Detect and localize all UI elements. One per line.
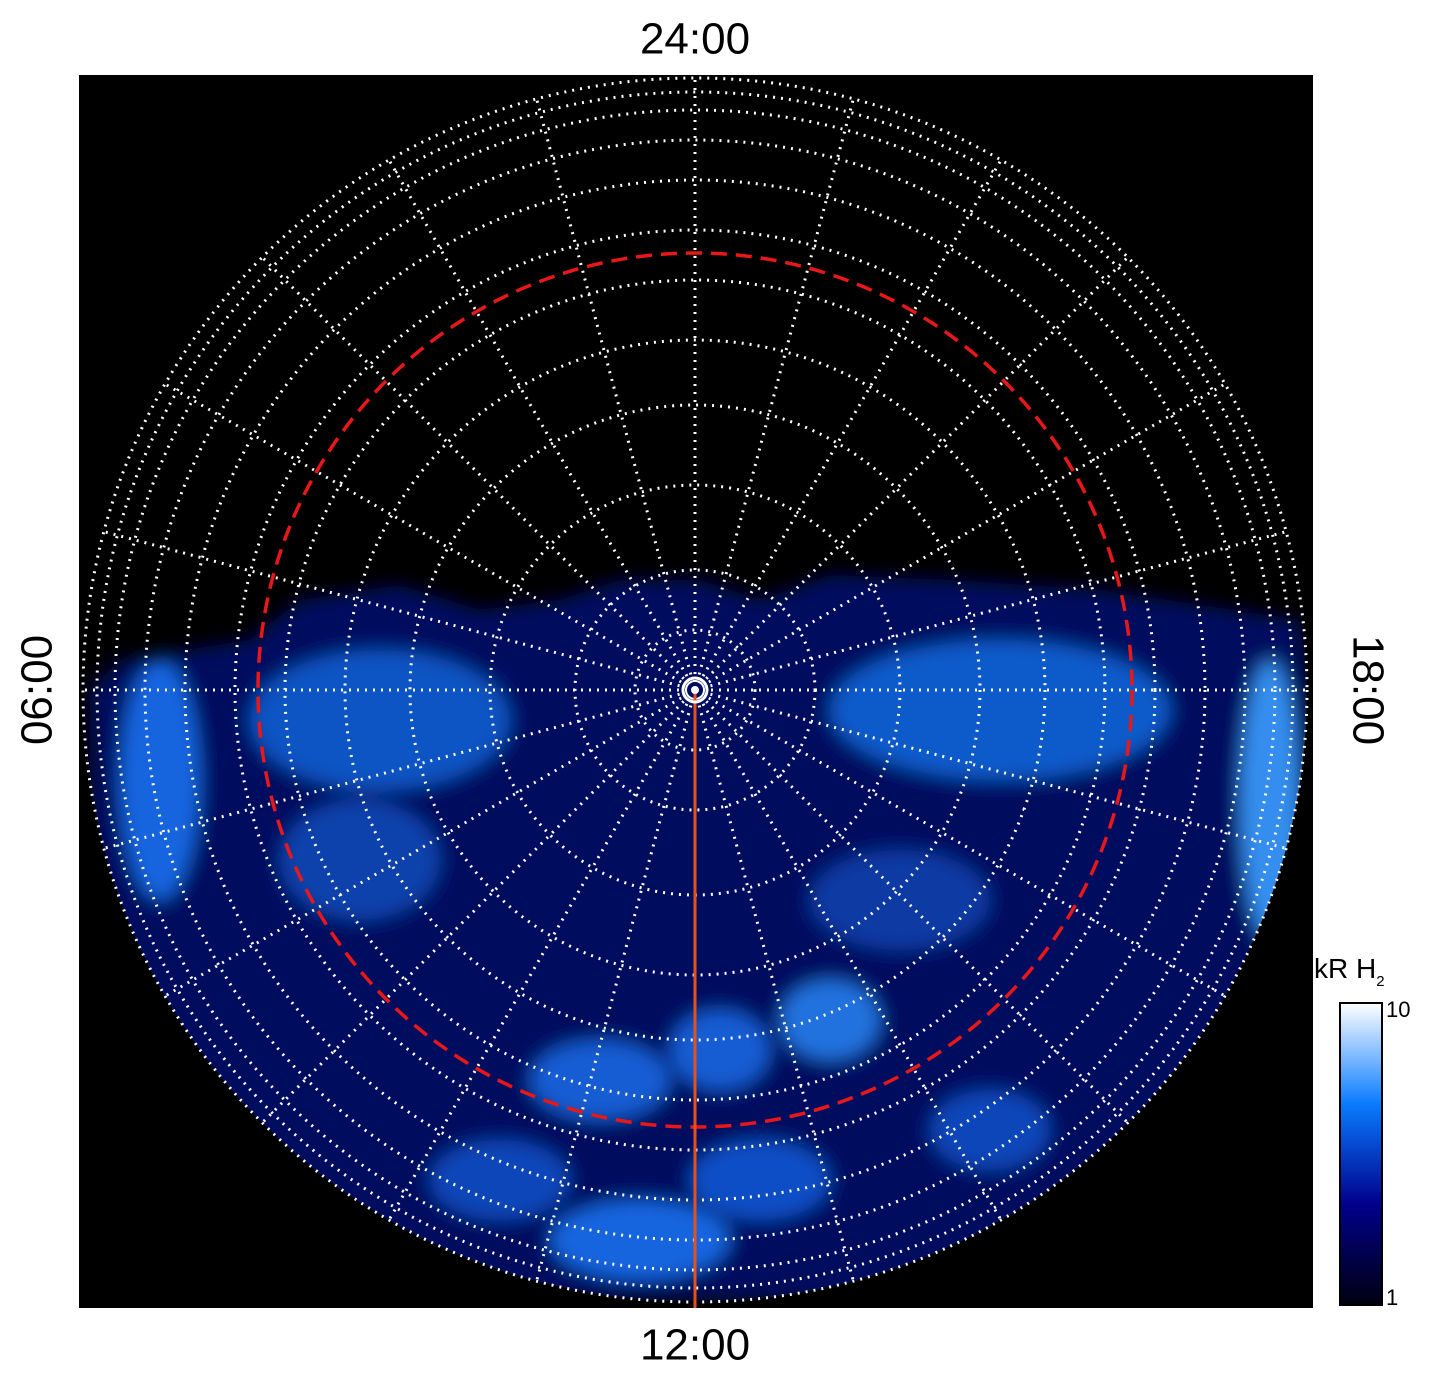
grid-spoke [261, 256, 697, 692]
grid-spoke [387, 159, 697, 691]
grid-spoke [535, 98, 697, 691]
grid-spoke [694, 688, 1226, 998]
local-time-label: 24:00 [640, 15, 750, 64]
grid-ring [408, 403, 982, 977]
colorbar: kR H2 1 10 [1314, 953, 1410, 1310]
grid-spoke [693, 689, 855, 1282]
local-time-label: 18:00 [1343, 635, 1392, 745]
grid-spoke [693, 98, 855, 691]
pole-marker [681, 676, 709, 704]
grid-spoke [693, 159, 1003, 691]
colorbar-tick-label: 10 [1386, 997, 1410, 1022]
grid-ring [633, 628, 757, 752]
colorbar-label: kR H2 [1314, 953, 1385, 990]
grid-spoke [387, 689, 697, 1221]
colorbar-scale [1339, 1002, 1383, 1306]
grid-spoke [103, 530, 696, 692]
local-time-label: 12:00 [640, 1321, 750, 1370]
colorbar-label-subscript: 2 [1376, 973, 1384, 990]
grid-spoke [693, 689, 1003, 1221]
grid-spoke [164, 382, 696, 692]
grid-spoke [694, 382, 1226, 692]
pole-dot [691, 686, 699, 694]
grid-spoke [694, 688, 1287, 850]
colorbar-label-text: kR H [1314, 953, 1376, 984]
grid-ring [143, 138, 1247, 1242]
grid-spoke [103, 688, 696, 850]
grid-spoke [164, 688, 696, 998]
grid-ring [343, 338, 1047, 1042]
grid-spoke [535, 689, 697, 1282]
colorbar-tick-label: 1 [1386, 1285, 1398, 1310]
grid-ring [113, 108, 1277, 1272]
grid-spoke [694, 530, 1287, 692]
grid-ring [233, 228, 1157, 1152]
local-time-label: 06:00 [13, 635, 62, 745]
grid-ring [95, 90, 1295, 1290]
